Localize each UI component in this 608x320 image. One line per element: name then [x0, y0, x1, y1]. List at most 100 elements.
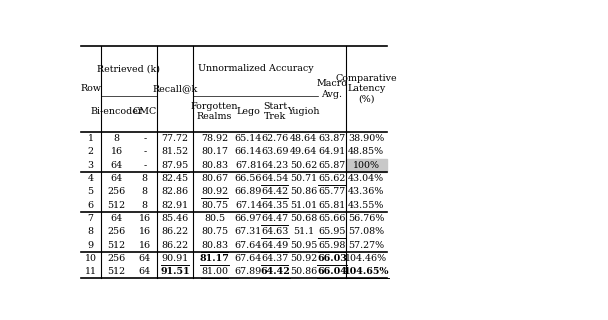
Text: 82.45: 82.45 — [161, 174, 188, 183]
Text: 64.91: 64.91 — [318, 148, 345, 156]
Text: 16: 16 — [139, 241, 151, 250]
Text: 66.04: 66.04 — [317, 267, 347, 276]
Text: 64.47: 64.47 — [261, 214, 288, 223]
Text: 512: 512 — [108, 241, 126, 250]
Text: 50.92: 50.92 — [290, 254, 317, 263]
Text: 43.55%: 43.55% — [348, 201, 384, 210]
Text: 80.75: 80.75 — [201, 227, 228, 236]
Text: 66.56: 66.56 — [235, 174, 262, 183]
Text: 65.66: 65.66 — [318, 214, 345, 223]
Text: 256: 256 — [108, 254, 126, 263]
Text: -: - — [143, 161, 147, 170]
Text: 104.46%: 104.46% — [345, 254, 387, 263]
Text: 64: 64 — [111, 174, 123, 183]
Text: 86.22: 86.22 — [161, 241, 188, 250]
Text: 80.83: 80.83 — [201, 241, 228, 250]
Text: 67.81: 67.81 — [235, 161, 262, 170]
Text: 65.95: 65.95 — [318, 227, 345, 236]
Text: Comparative
Latency
(%): Comparative Latency (%) — [336, 74, 397, 104]
Text: 51.01: 51.01 — [290, 201, 317, 210]
Text: 67.14: 67.14 — [235, 201, 262, 210]
Text: 65.98: 65.98 — [318, 241, 345, 250]
Text: -: - — [143, 148, 147, 156]
Text: 64.35: 64.35 — [261, 201, 289, 210]
Text: 87.95: 87.95 — [161, 161, 188, 170]
Text: 77.72: 77.72 — [162, 134, 188, 143]
Text: 104.65%: 104.65% — [344, 267, 389, 276]
Text: 49.64: 49.64 — [290, 148, 317, 156]
Text: 78.92: 78.92 — [201, 134, 228, 143]
Text: Recall@k: Recall@k — [153, 84, 198, 93]
Text: 57.27%: 57.27% — [348, 241, 384, 250]
Text: Yugioh: Yugioh — [288, 107, 320, 116]
Text: 57.08%: 57.08% — [348, 227, 384, 236]
Text: 67.31: 67.31 — [235, 227, 262, 236]
Text: 11: 11 — [85, 267, 97, 276]
Text: 80.5: 80.5 — [204, 214, 225, 223]
Text: 66.03: 66.03 — [317, 254, 347, 263]
Text: Row: Row — [80, 84, 101, 93]
Text: Bi-encoder: Bi-encoder — [91, 107, 143, 116]
Text: 50.86: 50.86 — [290, 267, 317, 276]
Text: 4: 4 — [88, 174, 94, 183]
Text: 67.89: 67.89 — [235, 267, 262, 276]
Text: 8: 8 — [142, 174, 148, 183]
Text: 16: 16 — [111, 148, 123, 156]
Text: 64.42: 64.42 — [260, 267, 290, 276]
Text: 66.89: 66.89 — [235, 188, 262, 196]
Text: 43.04%: 43.04% — [348, 174, 384, 183]
Text: 80.92: 80.92 — [201, 188, 228, 196]
Text: 3: 3 — [88, 161, 94, 170]
Text: 82.91: 82.91 — [161, 201, 188, 210]
Text: 64.23: 64.23 — [261, 161, 288, 170]
Text: 82.86: 82.86 — [161, 188, 188, 196]
Text: 64.42: 64.42 — [261, 188, 288, 196]
Text: Macro
Avg.: Macro Avg. — [316, 79, 347, 99]
Text: Forgotten
Realms: Forgotten Realms — [191, 102, 238, 121]
Text: 48.64: 48.64 — [290, 134, 317, 143]
Text: 64.63: 64.63 — [261, 227, 289, 236]
Text: 81.52: 81.52 — [161, 148, 188, 156]
Text: 85.46: 85.46 — [161, 214, 188, 223]
Text: 8: 8 — [142, 201, 148, 210]
Text: 1: 1 — [88, 134, 94, 143]
Text: 10: 10 — [85, 254, 97, 263]
Text: Lego: Lego — [237, 107, 260, 116]
Text: 64.49: 64.49 — [261, 241, 288, 250]
Text: 7: 7 — [88, 214, 94, 223]
Text: 65.87: 65.87 — [318, 161, 345, 170]
Text: 64: 64 — [139, 267, 151, 276]
Text: 80.83: 80.83 — [201, 161, 228, 170]
Text: 66.97: 66.97 — [235, 214, 262, 223]
Text: 90.91: 90.91 — [161, 254, 188, 263]
Text: 5: 5 — [88, 188, 94, 196]
Text: 8: 8 — [88, 227, 94, 236]
Text: 80.75: 80.75 — [201, 201, 228, 210]
Text: 64: 64 — [139, 254, 151, 263]
Text: 51.1: 51.1 — [293, 227, 314, 236]
Text: 100%: 100% — [353, 161, 380, 170]
Text: 86.22: 86.22 — [161, 227, 188, 236]
Text: 65.62: 65.62 — [318, 174, 345, 183]
Text: -: - — [143, 134, 147, 143]
Text: 256: 256 — [108, 188, 126, 196]
Text: 50.86: 50.86 — [290, 188, 317, 196]
Text: 80.67: 80.67 — [201, 174, 228, 183]
Text: CMC: CMC — [133, 107, 157, 116]
Text: 91.51: 91.51 — [160, 267, 190, 276]
Text: Unnormalized Accuracy: Unnormalized Accuracy — [198, 64, 313, 73]
Text: 67.64: 67.64 — [235, 254, 262, 263]
Text: 65.77: 65.77 — [318, 188, 345, 196]
Text: 6: 6 — [88, 201, 94, 210]
Text: 65.81: 65.81 — [318, 201, 345, 210]
Text: 50.68: 50.68 — [290, 214, 317, 223]
Text: 38.90%: 38.90% — [348, 134, 384, 143]
Text: 8: 8 — [114, 134, 120, 143]
Text: 43.36%: 43.36% — [348, 188, 384, 196]
Text: 62.76: 62.76 — [261, 134, 288, 143]
Text: 9: 9 — [88, 241, 94, 250]
Text: 63.87: 63.87 — [318, 134, 345, 143]
Text: 63.69: 63.69 — [261, 148, 289, 156]
Text: 16: 16 — [139, 214, 151, 223]
Text: 2: 2 — [88, 148, 94, 156]
